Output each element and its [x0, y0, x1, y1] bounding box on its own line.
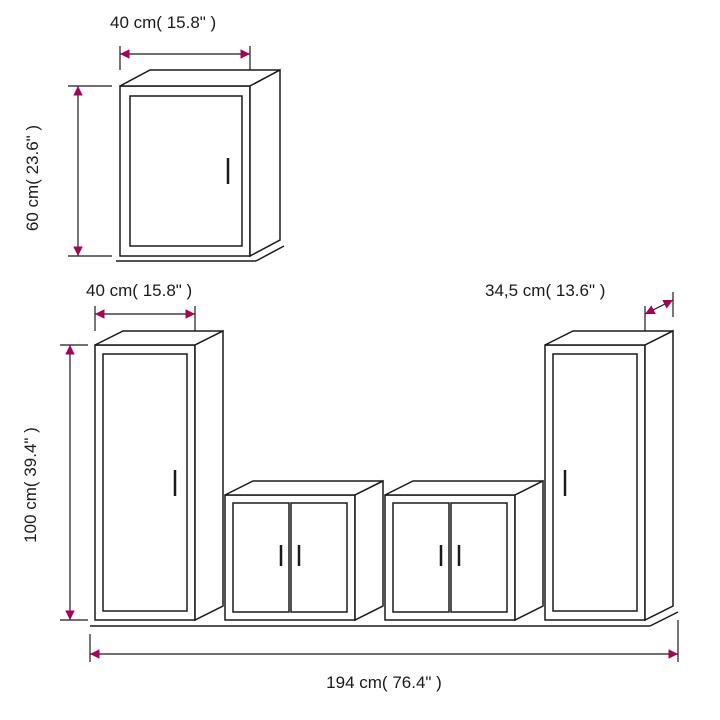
total-width-cm: 194 cm — [326, 673, 382, 692]
svg-text:40 cm( 15.8" ): 40 cm( 15.8" ) — [110, 13, 216, 32]
depth-in: 13.6" — [556, 281, 595, 300]
dim-total-width: 194 cm( 76.4" ) — [90, 620, 678, 692]
dim-top-height: 60 cm( 23.6" ) — [23, 86, 112, 256]
height-cm: 100 cm — [21, 487, 40, 543]
height-in: 39.4" — [21, 438, 40, 477]
svg-text:100 cm( 39.4" ): 100 cm( 39.4" ) — [21, 427, 40, 543]
svg-text:194 cm( 76.4" ): 194 cm( 76.4" ) — [326, 673, 442, 692]
depth-cm: 34,5 cm — [485, 281, 545, 300]
top-width-cm: 40 cm — [110, 13, 156, 32]
dim-top-width: 40 cm( 15.8" ) — [110, 13, 250, 70]
low-left-cabinet — [225, 481, 383, 620]
top-width-in: 15.8" — [167, 13, 206, 32]
svg-text:40 cm( 15.8" ): 40 cm( 15.8" ) — [86, 281, 192, 300]
tall-width-cm: 40 cm — [86, 281, 132, 300]
furniture-dimension-diagram: 40 cm( 15.8" ) 60 cm( 23.6" ) — [0, 0, 720, 720]
top-height-cm: 60 cm — [23, 185, 42, 231]
dim-tall-width: 40 cm( 15.8" ) — [86, 281, 195, 331]
top-cabinet — [116, 70, 284, 261]
tall-right-cabinet — [545, 331, 673, 620]
svg-text:60 cm( 23.6" ): 60 cm( 23.6" ) — [23, 125, 42, 231]
dim-height: 100 cm( 39.4" ) — [21, 345, 88, 620]
svg-text:34,5 cm( 13.6" ): 34,5 cm( 13.6" ) — [485, 281, 605, 300]
low-right-cabinet — [385, 481, 543, 620]
tall-left-cabinet — [95, 331, 223, 620]
total-width-in: 76.4" — [392, 673, 431, 692]
dim-depth: 34,5 cm( 13.6" ) — [485, 281, 673, 331]
top-height-in: 23.6" — [23, 135, 42, 174]
tall-width-in: 15.8" — [143, 281, 182, 300]
